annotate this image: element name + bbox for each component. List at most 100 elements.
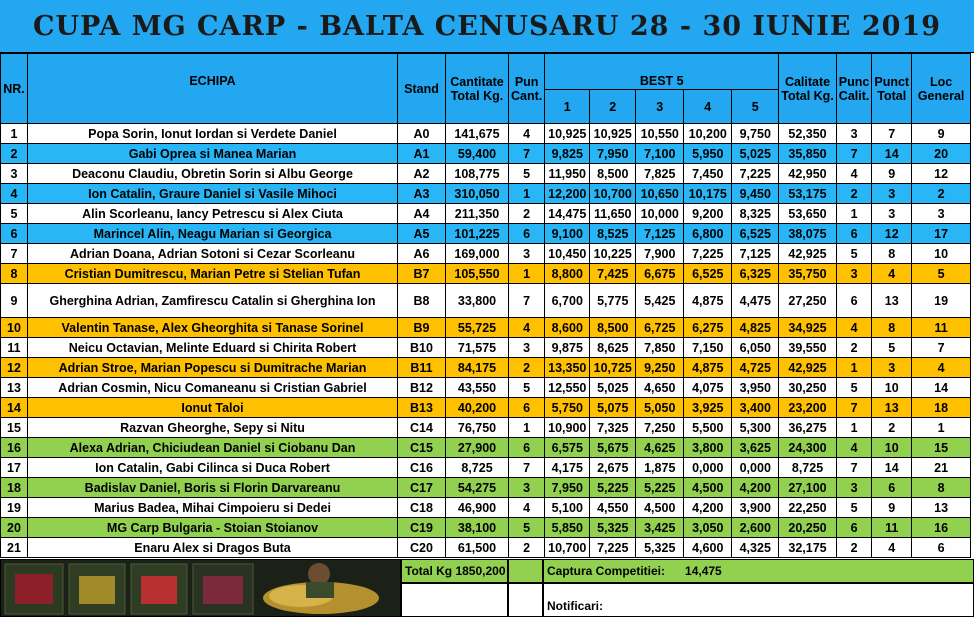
pun-cant-cell: 2 [507,357,546,378]
total-kg-cell: 76,750 [445,417,509,438]
header-total-kg: Cantitate Total Kg. [445,53,509,124]
best-4-cell: 3,800 [683,437,733,458]
best-1-cell: 13,350 [544,357,591,378]
calitate-cell: 34,925 [778,317,837,338]
punc-calit-cell: 7 [835,143,873,164]
total-kg-cell: 101,225 [445,223,509,244]
best-3-cell: 10,650 [635,183,685,204]
row-number-cell: 6 [0,223,28,244]
best-2-cell: 8,525 [589,223,637,244]
punct-total-cell: 13 [871,397,913,418]
team-cell: Neicu Octavian, Melinte Eduard si Chirit… [27,337,398,358]
header-team: ECHIPA [27,53,398,124]
stand-cell: A2 [397,163,446,184]
table-body: 1 Popa Sorin, Ionut Iordan si Verdete Dan… [0,123,972,558]
punc-calit-cell: 2 [835,337,873,358]
table-row: 11 Neicu Octavian, Melinte Eduard si Chir… [0,337,972,358]
best-2-cell: 7,325 [589,417,637,438]
total-kg-cell: 71,575 [445,337,509,358]
row-number-cell: 10 [0,317,28,338]
best-4-cell: 6,800 [683,223,733,244]
row-number-cell: 8 [0,263,28,284]
pun-cant-cell: 4 [507,497,546,518]
best-1-cell: 10,450 [544,243,591,264]
footer-blank-b [401,583,508,617]
footer-total-value: 1850,200 [455,564,506,578]
loc-general-cell: 17 [911,223,972,244]
stand-cell: C18 [397,497,446,518]
table-row: 18 Badislav Daniel, Boris si Florin Darva… [0,477,972,498]
total-kg-cell: 46,900 [445,497,509,518]
footer-notificari: Notificari: [543,583,974,617]
stand-cell: C14 [397,417,446,438]
punc-calit-cell: 4 [835,317,873,338]
best-1-cell: 10,925 [544,123,591,144]
best-2-cell: 5,325 [589,517,637,538]
team-cell: Gabi Oprea si Manea Marian [27,143,398,164]
table-row: 19 Marius Badea, Mihai Cimpoieru si Dedei… [0,497,972,518]
loc-general-cell: 3 [911,203,972,224]
pun-cant-cell: 5 [507,517,546,538]
header-best-4: 4 [683,89,733,124]
table-row: 7 Adrian Doana, Adrian Sotoni si Cezar Sc… [0,243,972,264]
loc-general-cell: 1 [911,417,972,438]
best-1-cell: 5,850 [544,517,591,538]
team-cell: MG Carp Bulgaria - Stoian Stoianov [27,517,398,538]
stand-cell: B11 [397,357,446,378]
table-row: 12 Adrian Stroe, Marian Popescu si Dumitr… [0,357,972,378]
punc-calit-cell: 2 [835,537,873,558]
best-3-cell: 9,250 [635,357,685,378]
best-3-cell: 5,325 [635,537,685,558]
footer-notificari-label: Notificari: [547,599,604,613]
header-stand: Stand [397,53,446,124]
footer-captura-value: 14,475 [685,564,722,578]
footer-captura: Captura Competitiei: 14,475 [543,559,974,583]
best-3-cell: 5,425 [635,283,685,318]
footer-blank-c [508,583,543,617]
punct-total-cell: 12 [871,223,913,244]
calitate-cell: 52,350 [778,123,837,144]
stand-cell: A0 [397,123,446,144]
team-cell: Ion Catalin, Graure Daniel si Vasile Mih… [27,183,398,204]
pun-cant-cell: 3 [507,243,546,264]
loc-general-cell: 16 [911,517,972,538]
loc-general-cell: 5 [911,263,972,284]
header-best-3: 3 [635,89,685,124]
punct-total-cell: 2 [871,417,913,438]
row-number-cell: 5 [0,203,28,224]
punct-total-cell: 10 [871,377,913,398]
total-kg-cell: 27,900 [445,437,509,458]
best-1-cell: 10,700 [544,537,591,558]
stand-cell: A5 [397,223,446,244]
best-1-cell: 12,550 [544,377,591,398]
stand-cell: A1 [397,143,446,164]
best-2-cell: 7,225 [589,537,637,558]
header-best-5: 5 [731,89,780,124]
best-5-cell: 5,025 [731,143,780,164]
calitate-cell: 35,850 [778,143,837,164]
total-kg-cell: 211,350 [445,203,509,224]
best-2-cell: 8,500 [589,163,637,184]
best-1-cell: 10,900 [544,417,591,438]
punc-calit-cell: 7 [835,457,873,478]
best-2-cell: 5,075 [589,397,637,418]
team-cell: Cristian Dumitrescu, Marian Petre si Ste… [27,263,398,284]
pun-cant-cell: 5 [507,163,546,184]
punct-total-cell: 13 [871,283,913,318]
pun-cant-cell: 6 [507,397,546,418]
header-best-1: 1 [544,89,591,124]
pun-cant-cell: 6 [507,223,546,244]
team-cell: Adrian Stroe, Marian Popescu si Dumitrac… [27,357,398,378]
team-cell: Adrian Doana, Adrian Sotoni si Cezar Sco… [27,243,398,264]
punct-total-cell: 4 [871,263,913,284]
loc-general-cell: 11 [911,317,972,338]
stand-cell: B9 [397,317,446,338]
best-2-cell: 8,625 [589,337,637,358]
total-kg-cell: 38,100 [445,517,509,538]
total-kg-cell: 59,400 [445,143,509,164]
header-calitate-line1: Calitate [784,74,831,89]
best-3-cell: 7,125 [635,223,685,244]
best-2-cell: 7,425 [589,263,637,284]
calitate-cell: 36,275 [778,417,837,438]
best-3-cell: 7,850 [635,337,685,358]
